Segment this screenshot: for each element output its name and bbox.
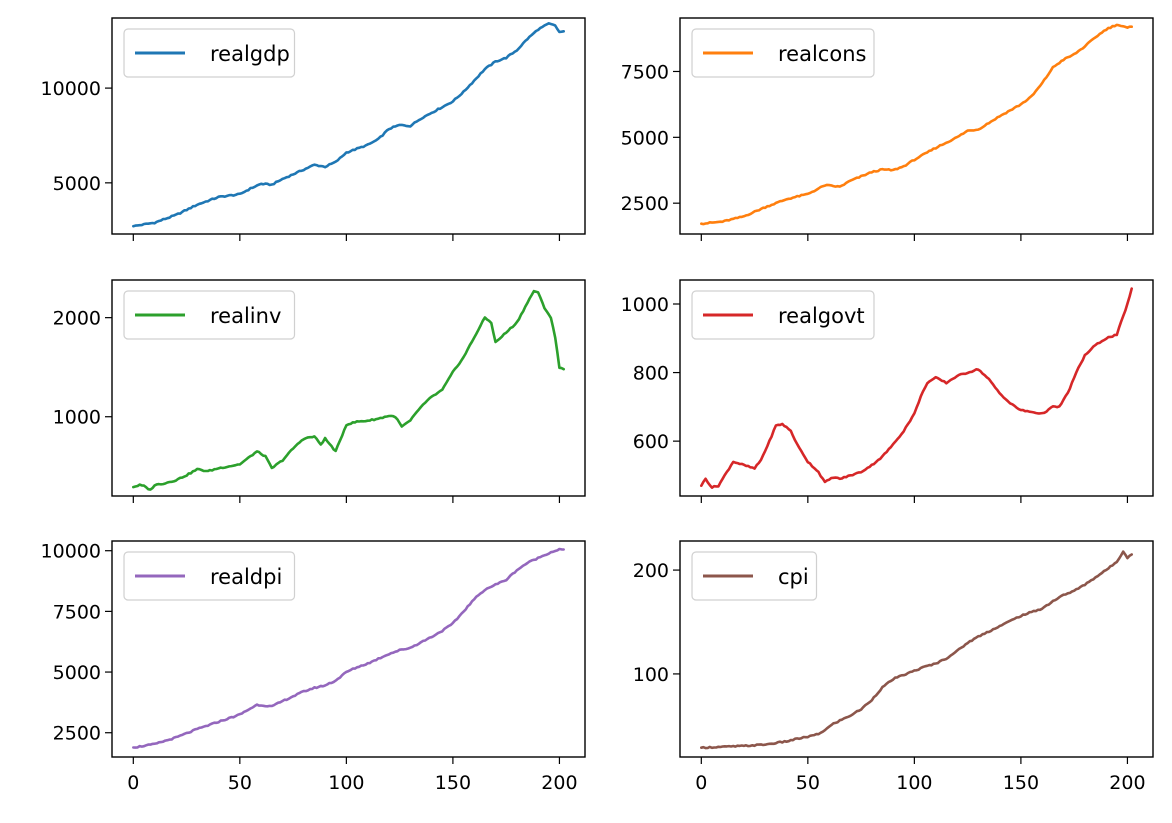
legend-label: realgdp [210, 42, 290, 66]
subplot-realgovt: 600 800 1000 realgovt [621, 279, 1154, 503]
legend [691, 551, 818, 601]
axes-frame [111, 540, 586, 758]
legend [123, 28, 296, 78]
x-tick-label: 50 [796, 772, 820, 794]
series-line-realcons [700, 23, 1133, 226]
y-tick-label: 800 [633, 363, 669, 385]
x-tick-label: 100 [896, 772, 932, 794]
y-tick-label: 100 [633, 664, 669, 686]
legend [123, 551, 296, 601]
subplot-realgdp: 5000 10000 realgdp [41, 17, 586, 241]
x-tick-label: 100 [328, 772, 364, 794]
x-tick-label: 150 [1003, 772, 1039, 794]
subplot-cpi: 100 200 0 50 100 150 200 cpi [633, 540, 1154, 794]
subplot-realcons: 2500 5000 7500 realcons [621, 17, 1154, 241]
series-line-realgovt [700, 287, 1133, 489]
x-tick-label: 0 [695, 772, 707, 794]
legend-label: realdpi [210, 565, 282, 589]
legend [691, 290, 875, 340]
x-tick-label: 200 [541, 772, 577, 794]
y-tick-label: 7500 [53, 601, 101, 623]
x-tick-label: 50 [228, 772, 252, 794]
y-tick-label: 200 [633, 560, 669, 582]
subplot-realdpi: 2500 5000 7500 10000 0 50 100 150 200 realdpi [41, 540, 586, 794]
y-tick-label: 5000 [53, 173, 101, 195]
y-tick-label: 5000 [53, 662, 101, 684]
y-tick-label: 2000 [53, 308, 101, 330]
y-tick-label: 1000 [53, 407, 101, 429]
legend-label: realcons [778, 42, 866, 66]
series-line-realinv [132, 289, 565, 491]
legend-label: realinv [210, 304, 281, 328]
legend-label: cpi [778, 565, 809, 589]
y-tick-label: 1000 [621, 294, 669, 316]
series-line-realdpi [132, 547, 565, 749]
y-tick-label: 2500 [53, 723, 101, 745]
axes-frame [679, 540, 1154, 758]
y-tick-label: 600 [633, 431, 669, 453]
subplot-realinv: 1000 2000 realinv [53, 279, 586, 503]
y-tick-label: 7500 [621, 61, 669, 83]
y-tick-label: 2500 [621, 193, 669, 215]
legend [123, 290, 296, 340]
axes-frame [679, 279, 1154, 497]
axes-frame [111, 17, 586, 235]
y-tick-label: 10000 [41, 78, 101, 100]
series-line-realgdp [132, 22, 565, 228]
legend [691, 28, 875, 78]
x-tick-label: 150 [435, 772, 471, 794]
y-tick-label: 10000 [41, 541, 101, 563]
x-tick-label: 0 [127, 772, 139, 794]
axes-frame [679, 17, 1154, 235]
series-line-cpi [700, 550, 1133, 750]
x-tick-label: 200 [1109, 772, 1145, 794]
legend-label: realgovt [778, 304, 865, 328]
y-tick-label: 5000 [621, 127, 669, 149]
axes-frame [111, 279, 586, 497]
